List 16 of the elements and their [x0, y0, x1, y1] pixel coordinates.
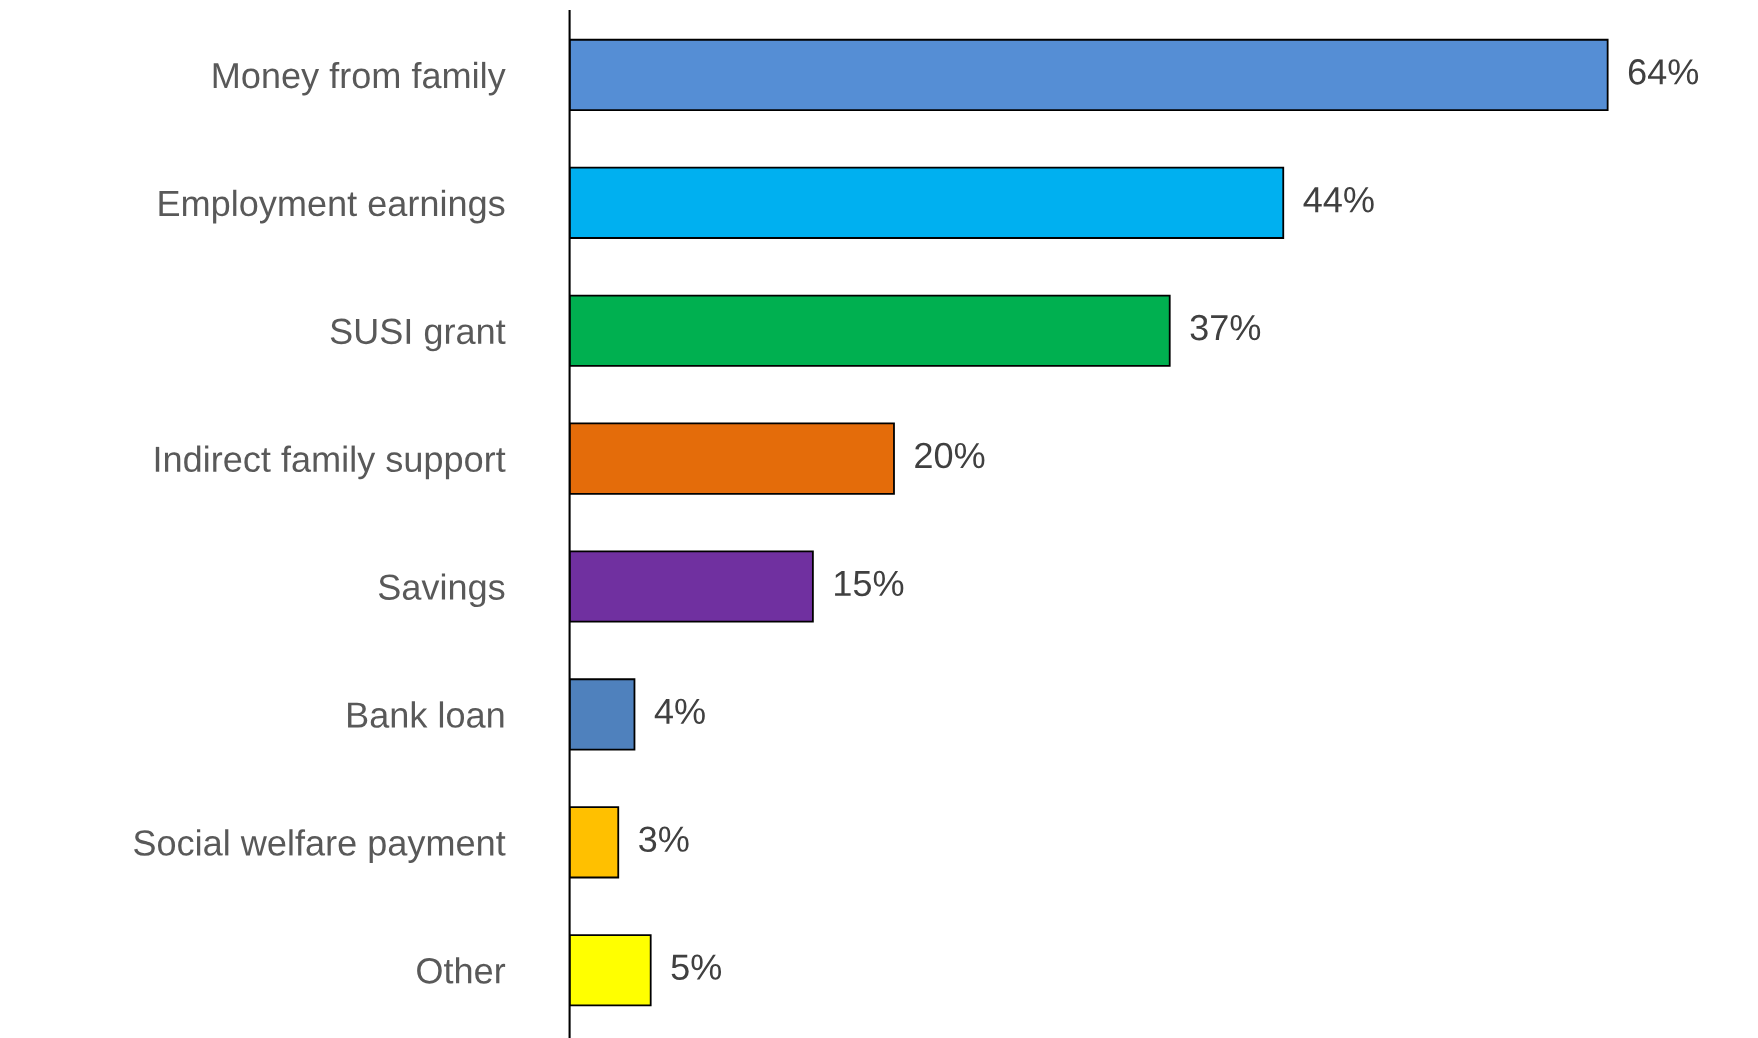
y-tick-label: Employment earnings	[159, 189, 505, 224]
y-tick-label: Bank loan	[348, 701, 504, 728]
y-tick-label: Savings	[378, 573, 505, 608]
data-label: 15%	[835, 570, 904, 597]
data-label: 37%	[1190, 314, 1261, 341]
data-label: 44%	[1303, 187, 1374, 213]
data-label: 20%	[915, 442, 985, 469]
y-tick-label: Other	[417, 957, 506, 984]
y-tick-label: Social welfare payment	[134, 829, 506, 863]
data-label: 4%	[654, 698, 705, 724]
y-tick-label: Money from family	[213, 61, 506, 96]
y-tick-label: SUSI grant	[330, 318, 506, 352]
data-label: 5%	[671, 954, 722, 980]
data-label: 64%	[1628, 59, 1699, 85]
data-label: 3%	[639, 826, 689, 853]
y-tick-label: Indirect family support	[155, 445, 506, 480]
